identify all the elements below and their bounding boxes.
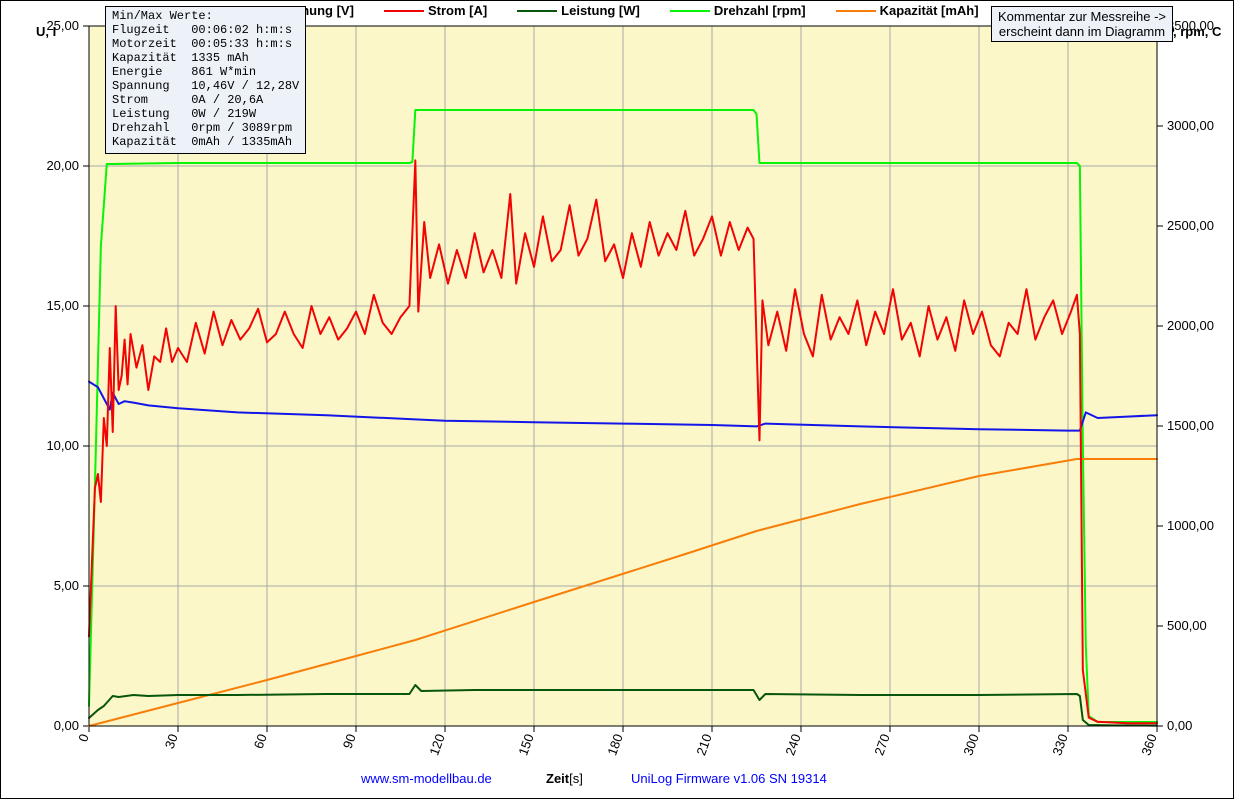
x-tick-label: 210 bbox=[693, 732, 715, 758]
legend-item: Drehzahl [rpm] bbox=[670, 3, 806, 18]
comment-box: Kommentar zur Messreihe ->erscheint dann… bbox=[991, 6, 1173, 42]
x-axis-label: Zeit[s] bbox=[546, 771, 583, 786]
x-tick-label: 90 bbox=[340, 732, 359, 751]
y-right-tick-label: 2000,00 bbox=[1167, 318, 1214, 333]
x-tick-label: 180 bbox=[604, 732, 626, 758]
legend-label: Drehzahl [rpm] bbox=[714, 3, 806, 18]
legend-item: Strom [A] bbox=[384, 3, 487, 18]
x-tick-label: 60 bbox=[251, 732, 270, 751]
y-left-tick-label: 10,00 bbox=[46, 438, 79, 453]
x-tick-label: 330 bbox=[1049, 732, 1071, 758]
y-left-tick-label: 0,00 bbox=[54, 718, 79, 733]
y-right-tick-label: 1500,00 bbox=[1167, 418, 1214, 433]
footer-url[interactable]: www.sm-modellbau.de bbox=[360, 771, 492, 786]
comment-line: erscheint dann im Diagramm bbox=[998, 24, 1166, 39]
legend-label: Leistung [W] bbox=[561, 3, 640, 18]
x-tick-label: 300 bbox=[960, 732, 982, 758]
legend-label: Kapazität [mAh] bbox=[880, 3, 979, 18]
chart-container: 0 30 60 90 120 150 180 210 240 270 300 330 360 0,00 5,… bbox=[0, 0, 1234, 799]
y-left-tick-label: 5,00 bbox=[54, 578, 79, 593]
y-right-title: P, rpm, C bbox=[1166, 24, 1222, 39]
legend-item: Leistung [W] bbox=[517, 3, 640, 18]
legend-label: Strom [A] bbox=[428, 3, 487, 18]
x-tick-label: 30 bbox=[162, 732, 181, 751]
y-right-tick-label: 3000,00 bbox=[1167, 118, 1214, 133]
y-right-tick-label: 2500,00 bbox=[1167, 218, 1214, 233]
legend-item: Kapazität [mAh] bbox=[836, 3, 979, 18]
y-right-tick-label: 0,00 bbox=[1167, 718, 1192, 733]
y-left-title: U, I bbox=[36, 24, 56, 39]
legend-swatch bbox=[517, 10, 557, 12]
x-tick-label: 0 bbox=[75, 732, 92, 744]
x-tick-label: 270 bbox=[871, 732, 893, 758]
y-right-tick-label: 1000,00 bbox=[1167, 518, 1214, 533]
legend-swatch bbox=[384, 10, 424, 12]
y-left-tick-label: 20,00 bbox=[46, 158, 79, 173]
legend-swatch bbox=[836, 10, 876, 12]
x-tick-label: 150 bbox=[515, 732, 537, 758]
x-tick-label: 360 bbox=[1138, 732, 1160, 758]
y-left-tick-label: 15,00 bbox=[46, 298, 79, 313]
x-tick-label: 240 bbox=[782, 732, 804, 758]
y-right-tick-label: 500,00 bbox=[1167, 618, 1207, 633]
legend-swatch bbox=[670, 10, 710, 12]
minmax-info-box: Min/Max Werte: Flugzeit 00:06:02 h:m:s M… bbox=[105, 6, 306, 154]
footer-firmware: UniLog Firmware v1.06 SN 19314 bbox=[631, 771, 827, 786]
x-tick-label: 120 bbox=[426, 732, 448, 758]
comment-line: Kommentar zur Messreihe -> bbox=[998, 9, 1166, 24]
